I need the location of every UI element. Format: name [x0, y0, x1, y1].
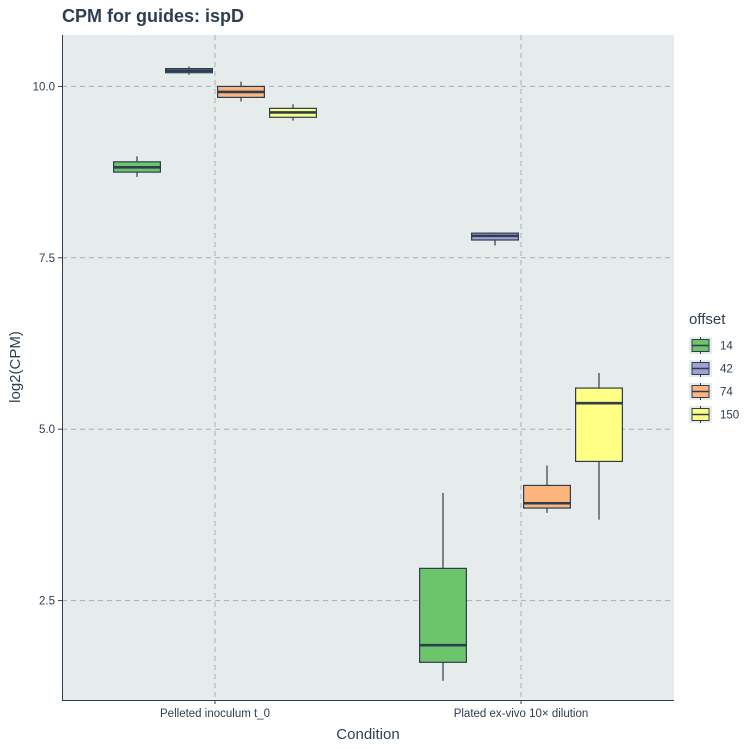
box-body [574, 387, 623, 463]
boxplot-marks [112, 66, 623, 681]
legend: offset 14 42 74 150 [689, 311, 739, 423]
x-tick-label: Pelleted inoculum t_0 [160, 708, 270, 720]
box-42-1 [471, 232, 520, 246]
x-axis-ticks: Pelleted inoculum t_0 Plated ex-vivo 10× … [160, 700, 588, 720]
box-body [522, 484, 571, 509]
y-tick-label: 10.0 [33, 81, 55, 93]
legend-label: 14 [720, 341, 733, 353]
y-tick-label: 7.5 [39, 253, 55, 265]
legend-title: offset [689, 311, 726, 328]
chart-title: CPM for guides: ispD [62, 6, 244, 26]
box-74-1 [522, 465, 571, 513]
legend-label: 150 [720, 410, 739, 422]
legend-item-42: 42 [689, 360, 733, 377]
y-axis-title: log2(CPM) [7, 331, 24, 403]
plot-panel [62, 35, 674, 700]
legend-item-150: 150 [689, 406, 739, 423]
box-74-0 [217, 81, 266, 102]
legend-label: 42 [720, 364, 733, 376]
box-body [419, 567, 468, 663]
legend-item-14: 14 [689, 337, 733, 354]
x-tick-label: Plated ex-vivo 10× dilution [454, 708, 589, 720]
box-42-0 [165, 66, 214, 75]
grid-lines [62, 35, 674, 700]
x-axis-title: Condition [336, 726, 399, 743]
legend-item-74: 74 [689, 383, 733, 400]
box-150-0 [269, 104, 318, 121]
y-tick-label: 2.5 [39, 596, 55, 608]
box-14-1 [419, 492, 468, 681]
box-14-0 [112, 156, 161, 177]
box-150-1 [574, 372, 623, 520]
y-axis-ticks: 2.5 5.0 7.5 10.0 [33, 81, 62, 608]
y-tick-label: 5.0 [39, 424, 55, 436]
legend-label: 74 [720, 387, 733, 399]
